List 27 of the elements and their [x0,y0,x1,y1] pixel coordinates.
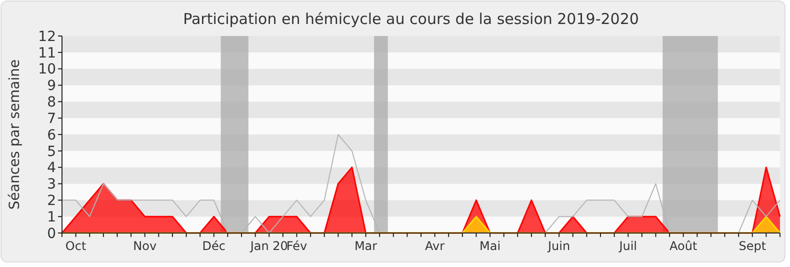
y-tick-label: 2 [47,193,56,210]
y-tick-label: 6 [47,127,56,144]
x-tick-label: Mai [480,239,501,253]
chart-title: Participation en hémicycle au cours de la session 2019-2020 [183,10,639,28]
y-tick-label: 9 [47,78,56,94]
x-tick-label: Sept [738,239,766,253]
y-tick-label: 3 [47,176,56,193]
x-tick-label: Août [670,239,698,253]
x-tick-label: Nov [133,239,157,253]
y-tick-label: 8 [47,94,56,111]
y-tick-label: 1 [47,209,56,226]
y-axis-title: Séances par semaine [7,59,23,210]
x-tick-label: Jan 20 [249,239,288,253]
y-tick-label: 0 [47,226,56,242]
x-tick-label: Mar [354,239,378,253]
y-tick-label: 5 [47,144,56,160]
y-tick-label: 11 [38,45,56,62]
y-tick-label: 10 [38,62,56,78]
x-tick-label: Juil [618,239,638,253]
x-tick-label: Oct [65,239,86,253]
x-tick-label: Avr [425,239,445,253]
x-tick-label: Déc [202,239,226,253]
x-tick-label: Juin [547,239,570,253]
y-tick-label: 12 [38,28,56,45]
y-tick-label: 4 [47,160,56,176]
x-tick-label: Fév [286,239,308,253]
y-tick-label: 7 [47,110,56,127]
